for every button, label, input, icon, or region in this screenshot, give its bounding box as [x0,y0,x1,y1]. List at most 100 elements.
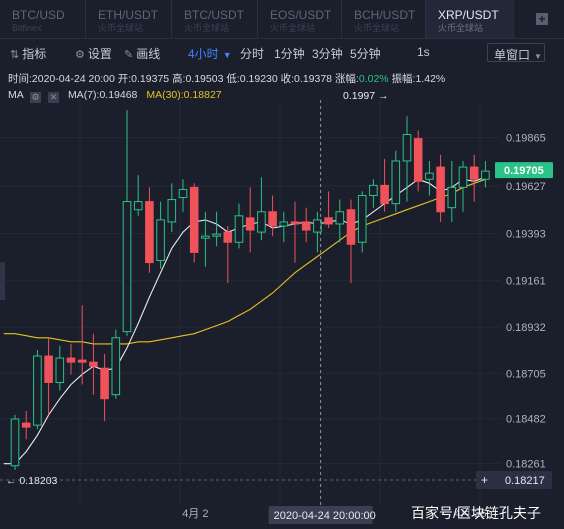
gear-icon: ⚙ [75,49,85,61]
candle [133,175,143,216]
interval-timeline-button[interactable]: 分时 [240,47,265,61]
y-tick-label: 0.19627 [506,181,546,193]
y-tick-label: 0.19393 [506,229,546,241]
ma-settings-icon[interactable]: ⚙ [30,92,42,103]
candle [89,333,98,395]
scale-button[interactable]: 1s [417,45,430,59]
settings-button[interactable]: ⚙ 设置 [75,45,112,62]
indicator-button[interactable]: ⇅ 指标 [10,45,46,62]
candles [10,110,490,470]
toolbar: ⇅ 指标 ⚙ 设置 ✎ 画线 4小时 ▼ 分时 1分钟 3分钟 5分钟 1s [0,39,564,66]
candle [178,179,188,212]
tab-exchange: 火币全球站 [354,23,400,33]
crosshair-time-label: 2020-04-24 20:00:00 [274,510,376,522]
tab-exchange: Bitfinex [12,23,42,33]
y-tick-label: 0.18932 [506,322,546,334]
interval-5m-button[interactable]: 5分钟 [350,47,381,61]
tab-pair: BTC/USDT [184,8,244,22]
interval-4h-button[interactable]: 4小时 ▼ [188,45,232,62]
candle-body [447,186,457,209]
candle-body [279,221,289,227]
candle-body [133,201,143,211]
candle [324,191,333,229]
candle [425,160,434,196]
watermark: 百家号/区块链孔夫子 [411,505,541,521]
tab-pair: ETH/USDT [98,8,158,22]
candle [357,191,367,253]
candle-body [402,134,412,162]
candle-body [257,211,266,233]
candle-body [55,357,65,383]
interval-3m-button[interactable]: 3分钟 [312,47,343,61]
candle-body [10,418,20,467]
tab-eos-usdt[interactable]: EOS/USDT 火币全球站 [258,0,342,38]
pencil-icon: ✎ [124,49,134,61]
draw-button[interactable]: ✎ 画线 [124,45,160,62]
crosshair-time-badge [268,506,373,524]
candle [145,187,154,273]
interval-1m-button[interactable]: 1分钟 [274,47,305,61]
ma-label: MA [8,89,24,101]
candle-body [89,361,98,367]
candle [436,154,445,222]
candle-body [111,337,121,396]
info-time: 时间:2020-04-24 20:00 [8,73,115,85]
tab-btc-usd[interactable]: BTC/USD Bitfinex [0,0,86,38]
candle [223,225,233,283]
indicator-icon: ⇅ [10,49,20,61]
candle [335,199,345,243]
candle-body [357,195,367,243]
candle-body [100,367,109,400]
candle [77,305,87,385]
candle-body [33,355,42,426]
y-tick-label: 0.18705 [506,368,546,380]
chart-background [0,66,564,529]
candle [481,160,490,188]
candle-body [380,184,389,205]
crosshair-price-label: 0.18217 [505,475,545,487]
candle-body [481,170,490,180]
candle-body [268,211,277,227]
y-tick-label: 0.19161 [506,276,546,288]
tab-eth-usdt[interactable]: ETH/USDT 火币全球站 [86,0,172,38]
candle [167,183,177,233]
candle [201,211,210,267]
candle [100,354,109,422]
tab-bch-usdt[interactable]: BCH/USDT 火币全球站 [342,0,426,38]
crosshair-price-badge [476,471,552,489]
candle-body [413,138,423,182]
chart-grid [0,66,564,529]
tab-exchange: 火币全球站 [184,23,230,33]
candle-body [145,201,154,264]
add-tab-button[interactable]: + [536,13,548,25]
current-price-badge [495,162,553,179]
window-mode-select[interactable]: 单窗口 ▼ [487,43,545,62]
tab-pair: XRP/USDT [438,8,499,22]
candle [369,179,378,208]
candle-body [178,188,188,199]
price-axis: 0.19865 0.19627 0.19393 0.19161 0.18932 0.187… [500,66,564,506]
candle-body [335,211,345,225]
candle-body [301,221,311,231]
candle [301,207,311,243]
candle [346,199,356,283]
candle-body [44,355,53,383]
ma-close-icon[interactable]: ✕ [48,92,60,103]
info-change-value: 0.02% [358,73,389,85]
tab-xrp-usdt[interactable]: XRP/USDT 火币全球站 [426,0,514,38]
tab-btc-usdt[interactable]: BTC/USDT 火币全球站 [172,0,258,38]
candle-body [469,166,479,180]
candle-body [245,217,255,231]
ohlc-info: 时间:2020-04-24 20:00 开:0.19375 高:0.19503 … [8,71,445,86]
info-amplitude: 振幅:1.42% [391,73,446,85]
candle-body [425,172,434,180]
chevron-down-icon: ▼ [534,52,542,61]
tab-pair: BTC/USD [12,8,65,22]
candle-body [167,199,177,223]
candle [234,203,244,249]
candle-body [324,217,333,225]
candle [212,211,221,247]
crosshair-plus-icon: + [481,473,488,487]
max-price-label: 0.1997 → [343,90,389,102]
